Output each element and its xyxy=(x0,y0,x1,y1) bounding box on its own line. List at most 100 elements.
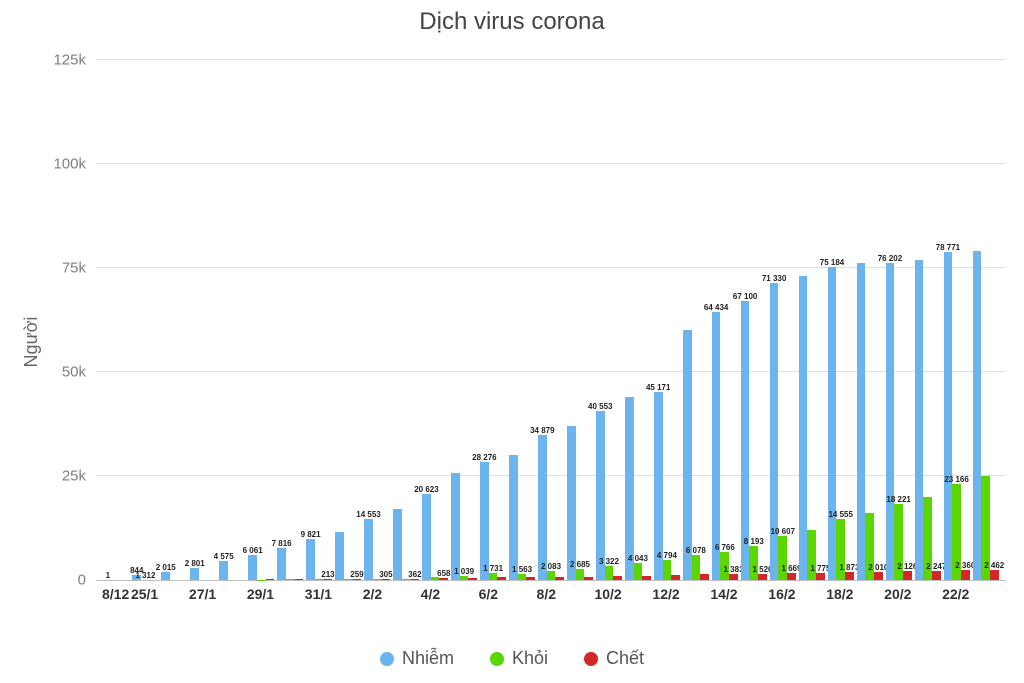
xtick-label: 4/2 xyxy=(421,580,450,602)
value-label: 40 553 xyxy=(588,402,612,411)
value-label: 23 166 xyxy=(944,475,968,484)
bar-group: 7 816 xyxy=(276,60,305,580)
bar-infected xyxy=(567,426,576,580)
value-label: 362 xyxy=(408,570,421,579)
xtick-label xyxy=(566,580,595,602)
bar-infected xyxy=(799,276,808,580)
ytick-label: 50k xyxy=(62,364,96,381)
value-label: 18 221 xyxy=(886,495,910,504)
legend-label: Chết xyxy=(606,648,644,669)
xtick-label: 27/1 xyxy=(189,580,218,602)
value-label: 7 816 xyxy=(272,539,292,548)
bar-dead: 1 873 xyxy=(845,572,854,580)
bar-group: 71 33010 6071 669 xyxy=(768,60,797,580)
bars-container: 18441 3122 0152 8014 5756 0617 8169 8212… xyxy=(96,60,1006,580)
bar-group: 45 1714 794 xyxy=(652,60,681,580)
bar-group: 1 563 xyxy=(508,60,537,580)
bar-group: 6 078 xyxy=(681,60,710,580)
ytick-label: 25k xyxy=(62,468,96,485)
value-label: 1 731 xyxy=(483,564,503,573)
bar-group: 28 2761 731 xyxy=(479,60,508,580)
bar-recovered: 3 322 xyxy=(605,566,614,580)
bar-infected xyxy=(683,330,692,580)
bar-infected: 20 623 xyxy=(422,494,431,580)
value-label: 6 061 xyxy=(243,546,263,555)
bar-infected: 28 276 xyxy=(480,462,489,580)
bar-recovered: 6 078 xyxy=(692,555,701,580)
corona-chart: Dịch virus corona Người 025k50k75k100k12… xyxy=(0,0,1024,683)
bar-dead: 2 247 xyxy=(932,571,941,580)
bar-dead: 2 462 xyxy=(990,570,999,580)
bar-infected xyxy=(335,532,344,580)
bar-infected: 7 816 xyxy=(277,548,286,581)
chart-title: Dịch virus corona xyxy=(0,8,1024,36)
bar-group: 362 xyxy=(392,60,421,580)
xtick-label xyxy=(623,580,652,602)
value-label: 1 xyxy=(106,571,110,580)
value-label: 1 312 xyxy=(135,571,155,580)
legend-item-dead: Chết xyxy=(584,648,644,669)
bar-group: 64 4346 7661 383 xyxy=(710,60,739,580)
value-label: 28 276 xyxy=(472,453,496,462)
xtick-label xyxy=(392,580,421,602)
value-label: 2 015 xyxy=(156,563,176,572)
bar-dead: 2 360 xyxy=(961,570,970,580)
bar-group: 75 18414 555 1 873 xyxy=(826,60,855,580)
bar-infected: 64 434 xyxy=(712,312,721,580)
xtick-label: 20/2 xyxy=(884,580,913,602)
xtick-label xyxy=(508,580,537,602)
bar-group: 8441 312 xyxy=(131,60,160,580)
bar-infected xyxy=(915,260,924,580)
xtick-label xyxy=(218,580,247,602)
ytick-label: 0 xyxy=(78,572,96,589)
value-label: 2 801 xyxy=(185,559,205,568)
value-label: 213 xyxy=(321,570,334,579)
bar-group: 259 xyxy=(334,60,363,580)
legend-dot-icon xyxy=(584,652,598,666)
value-label: 20 623 xyxy=(414,485,438,494)
bar-infected xyxy=(393,509,402,580)
xtick-label: 10/2 xyxy=(594,580,623,602)
legend-label: Khỏi xyxy=(512,648,548,669)
xtick-label xyxy=(276,580,305,602)
xtick-label: 6/2 xyxy=(479,580,508,602)
ytick-label: 125k xyxy=(53,52,96,69)
bar-group: 2 010 xyxy=(855,60,884,580)
xtick-label: 29/1 xyxy=(247,580,276,602)
value-label: 10 607 xyxy=(771,527,795,536)
value-label: 14 555 xyxy=(828,510,852,519)
bar-dead: 2 010 xyxy=(874,572,883,580)
plot-area: 025k50k75k100k125k18441 3122 0152 8014 5… xyxy=(96,60,1006,581)
xtick-label xyxy=(160,580,189,602)
value-label: 64 434 xyxy=(704,303,728,312)
bar-infected xyxy=(451,473,460,580)
bar-group: 20 623658 xyxy=(421,60,450,580)
value-label: 14 553 xyxy=(356,510,380,519)
xtick-label xyxy=(739,580,768,602)
bar-infected: 2 801 xyxy=(190,568,199,580)
bar-infected: 9 821 xyxy=(306,539,315,580)
value-label: 2 462 xyxy=(984,561,1004,570)
bar-group: 78 77123 166 2 360 xyxy=(942,60,971,580)
ytick-label: 100k xyxy=(53,156,96,173)
xtick-label: 8/2 xyxy=(537,580,566,602)
value-label: 71 330 xyxy=(762,274,786,283)
xtick-label xyxy=(913,580,942,602)
bar-infected: 75 184 xyxy=(828,267,837,580)
legend-item-infected: Nhiễm xyxy=(380,648,454,669)
bar-group: 2 801 xyxy=(189,60,218,580)
value-label: 3 322 xyxy=(599,557,619,566)
xtick-label: 8/12 xyxy=(102,580,131,602)
xtick-label xyxy=(797,580,826,602)
bar-group: 2 462 xyxy=(971,60,1000,580)
bar-group: 1 775 xyxy=(797,60,826,580)
bar-group: 1 039 xyxy=(450,60,479,580)
value-label: 76 202 xyxy=(878,254,902,263)
bar-infected: 78 771 xyxy=(944,252,953,580)
xtick-label: 31/1 xyxy=(305,580,334,602)
legend-dot-icon xyxy=(490,652,504,666)
xtick-label: 14/2 xyxy=(710,580,739,602)
bar-group: 1 xyxy=(102,60,131,580)
xtick-label xyxy=(450,580,479,602)
bar-group: 67 1008 1931 526 xyxy=(739,60,768,580)
